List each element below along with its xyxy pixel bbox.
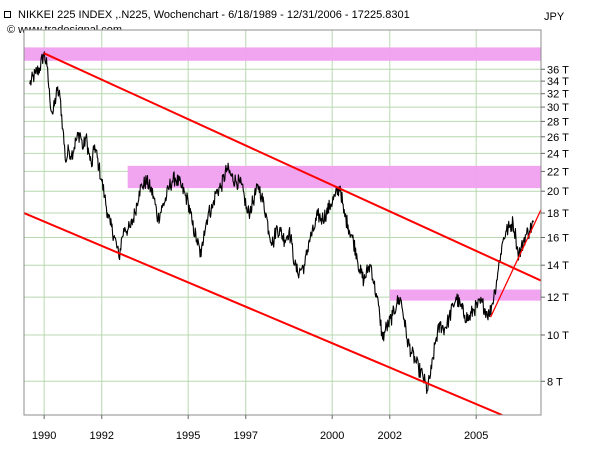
zone-layer [24, 47, 541, 301]
x-tick-label: 1992 [90, 430, 114, 442]
y-unit-label: JPY [544, 11, 565, 23]
y-tick-label: 12 T [547, 292, 569, 304]
y-tick-label: 20 T [547, 186, 569, 198]
trendline [24, 212, 503, 415]
resistance-zone [389, 289, 541, 301]
y-tick-label: 8 T [547, 376, 563, 388]
resistance-zone [24, 47, 541, 61]
y-tick-label: 30 T [547, 102, 569, 114]
resistance-zone [127, 165, 541, 189]
plot-frame [23, 29, 542, 416]
chart-title: NIKKEI 225 INDEX ,.N225, Wochenchart - 6… [18, 9, 410, 21]
axis-layer: 1990 1992 1995 1997 2000 2002 2005 8 T 10 T 12 T 1… [32, 64, 569, 442]
x-tick-label: 2002 [378, 430, 402, 442]
y-tick-label: 10 T [547, 330, 569, 342]
y-tick-label: 26 T [547, 132, 569, 144]
trendline [43, 52, 541, 282]
x-tick-label: 1997 [234, 430, 258, 442]
y-tick-label: 24 T [547, 148, 569, 160]
x-tick-label: 1990 [32, 430, 56, 442]
chart-settings-icon[interactable] [4, 11, 11, 18]
x-tick-label: 1995 [176, 430, 200, 442]
nikkei-price-line [29, 51, 535, 394]
price-layer [29, 51, 535, 394]
y-tick-label: 16 T [547, 232, 569, 244]
trendline-layer [24, 52, 541, 415]
grid-layer [24, 30, 541, 415]
y-tick-label: 14 T [547, 260, 569, 272]
trendline [490, 209, 541, 318]
x-tick-label: 2000 [320, 430, 344, 442]
y-tick-label: 36 T [547, 64, 569, 76]
y-tick-label: 22 T [547, 166, 569, 178]
y-tick-label: 34 T [547, 76, 569, 88]
y-tick-label: 28 T [547, 116, 569, 128]
x-tick-label: 2005 [464, 430, 488, 442]
y-tick-label: 32 T [547, 89, 569, 101]
y-tick-label: 18 T [547, 208, 569, 220]
